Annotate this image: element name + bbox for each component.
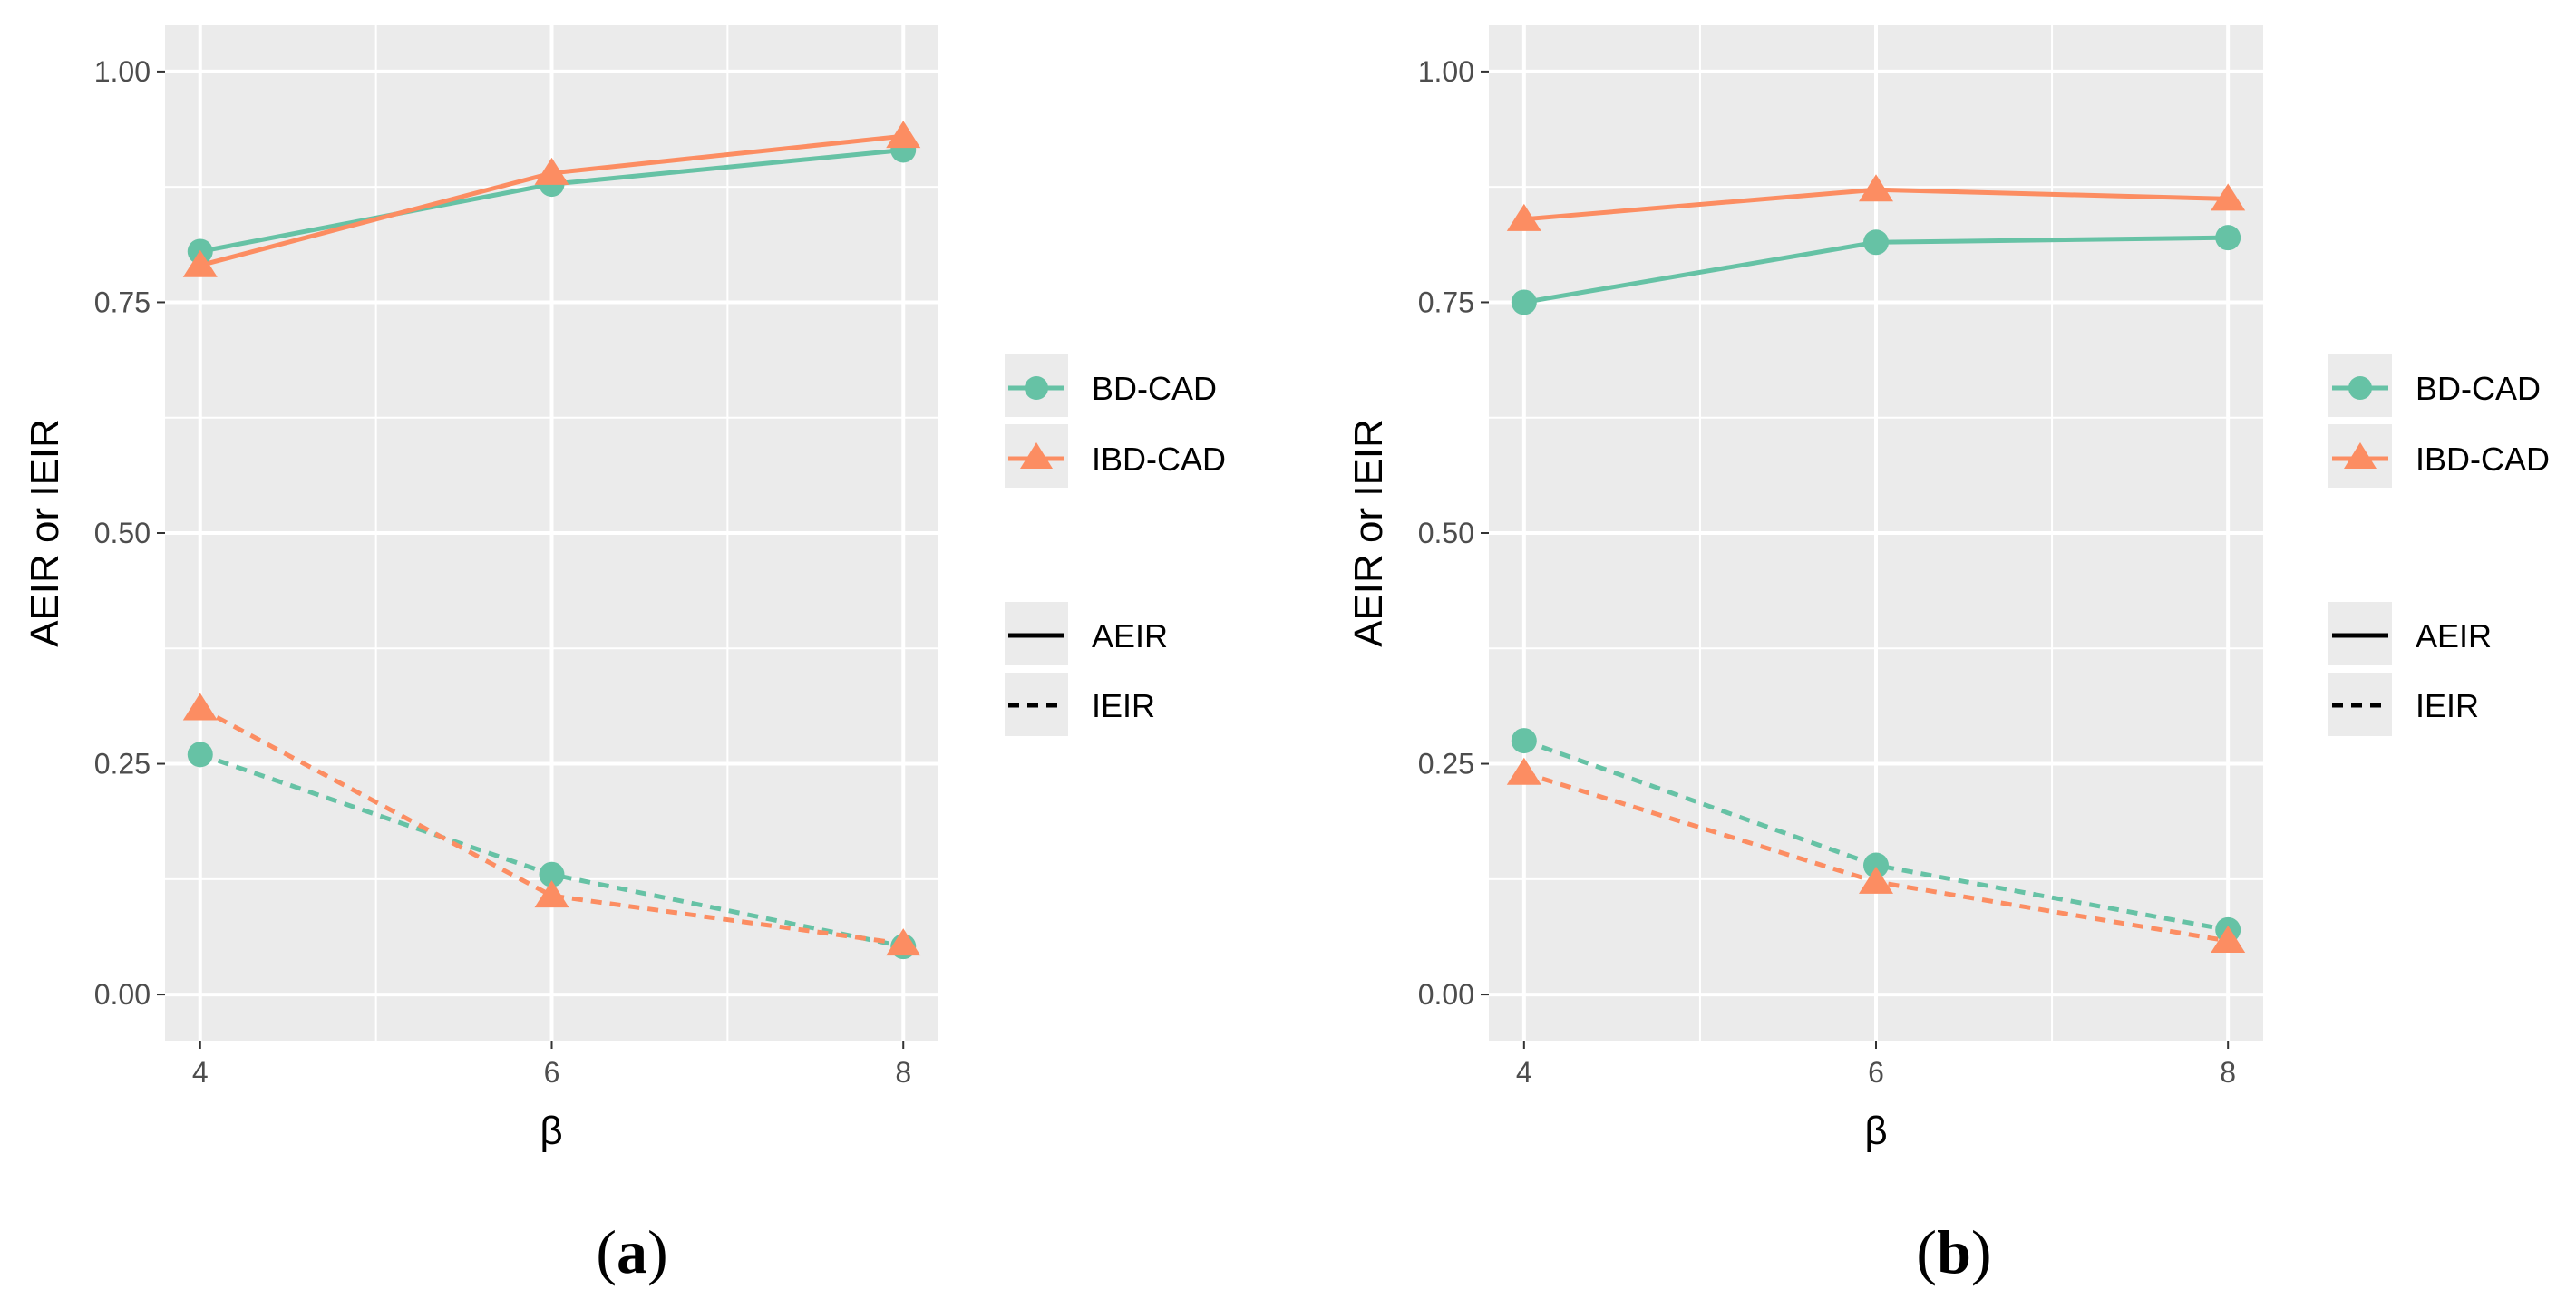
x-tick-label: 4 <box>192 1056 209 1089</box>
x-tick-label: 8 <box>2220 1056 2236 1089</box>
y-tick-label: 1.00 <box>94 55 151 88</box>
data-point-bd-cad-ieir <box>1511 728 1537 754</box>
data-point-bd-cad-ieir <box>187 742 213 768</box>
legend-label-aeir: AEIR <box>2416 617 2492 654</box>
legend-metrics: AEIR IEIR <box>2328 602 2492 736</box>
y-tick-label: 0.25 <box>1418 748 1474 780</box>
y-tick-label: 0.25 <box>94 748 151 780</box>
y-axis: 0.00 0.25 0.50 0.75 1.00 <box>94 55 165 1011</box>
data-point-bd-cad-aeir <box>1863 229 1889 256</box>
x-tick-label: 8 <box>895 1056 911 1089</box>
data-point-ibd-cad-aeir <box>182 249 218 277</box>
data-point-bd-cad-aeir <box>1511 289 1537 315</box>
y-tick-label: 0.00 <box>1418 978 1474 1011</box>
x-tick-label: 6 <box>544 1056 560 1089</box>
x-axis: 4 6 8 <box>1516 1041 2236 1089</box>
data-point-ibd-cad-ieir <box>1506 757 1541 785</box>
x-tick-label: 4 <box>1516 1056 1532 1089</box>
x-axis-title: β <box>1864 1109 1887 1153</box>
series-line-ibd-cad-ieir <box>199 706 904 946</box>
legend-methods: BD-CAD IBD-CAD <box>1005 354 1226 488</box>
data-point-ibd-cad-ieir <box>182 693 218 721</box>
series-markers <box>1506 174 2246 954</box>
data-point-bd-cad-ieir <box>1863 852 1889 878</box>
legend-key-marker-ibd-cad <box>2344 442 2377 469</box>
legend-label-ibd-cad: IBD-CAD <box>2416 441 2550 478</box>
legend-label-ieir: IEIR <box>1092 687 1155 724</box>
data-point-ibd-cad-ieir <box>886 928 921 956</box>
data-point-ibd-cad-ieir <box>2211 926 2246 954</box>
legend-label-aeir: AEIR <box>1092 617 1168 654</box>
legend-key-marker-ibd-cad <box>1020 442 1053 469</box>
data-point-ibd-cad-aeir <box>534 157 569 185</box>
series-markers <box>182 121 921 960</box>
data-point-ibd-cad-ieir <box>1859 866 1893 894</box>
y-axis: 0.00 0.25 0.50 0.75 1.00 <box>1418 55 1489 1011</box>
x-axis-title: β <box>540 1109 562 1153</box>
y-axis-title: AEIR or IEIR <box>23 419 67 647</box>
data-point-ibd-cad-aeir <box>1859 174 1893 202</box>
y-tick-label: 0.50 <box>94 517 151 549</box>
y-tick-label: 0.75 <box>94 286 151 318</box>
y-tick-label: 1.00 <box>1418 55 1474 88</box>
legend-metrics: AEIR IEIR <box>1005 602 1168 736</box>
legend-label-ieir: IEIR <box>2416 687 2479 724</box>
data-point-bd-cad-aeir <box>2215 225 2241 251</box>
legend-label-bd-cad: BD-CAD <box>1092 370 1217 407</box>
data-point-ibd-cad-aeir <box>1506 203 1541 231</box>
panel-label: (b) <box>1916 1217 1991 1286</box>
data-point-ibd-cad-aeir <box>2211 183 2246 211</box>
y-tick-label: 0.00 <box>94 978 151 1011</box>
legend-label-ibd-cad: IBD-CAD <box>1092 441 1226 478</box>
y-tick-label: 0.50 <box>1418 517 1474 549</box>
legend-label-bd-cad: BD-CAD <box>2416 370 2541 407</box>
data-point-ibd-cad-aeir <box>886 121 921 149</box>
x-axis: 4 6 8 <box>192 1041 911 1089</box>
y-tick-label: 0.75 <box>1418 286 1474 318</box>
x-tick-label: 6 <box>1868 1056 1884 1089</box>
legend-key-marker-bd-cad <box>1025 376 1048 400</box>
panel-label: (a) <box>596 1217 667 1286</box>
legend-key-marker-bd-cad <box>2348 376 2372 400</box>
data-point-ibd-cad-ieir <box>534 880 569 908</box>
data-point-bd-cad-ieir <box>539 861 565 887</box>
series-line-bd-cad-ieir <box>1522 738 2229 933</box>
y-axis-title: AEIR or IEIR <box>1346 419 1391 647</box>
legend-methods: BD-CAD IBD-CAD <box>2328 354 2550 488</box>
